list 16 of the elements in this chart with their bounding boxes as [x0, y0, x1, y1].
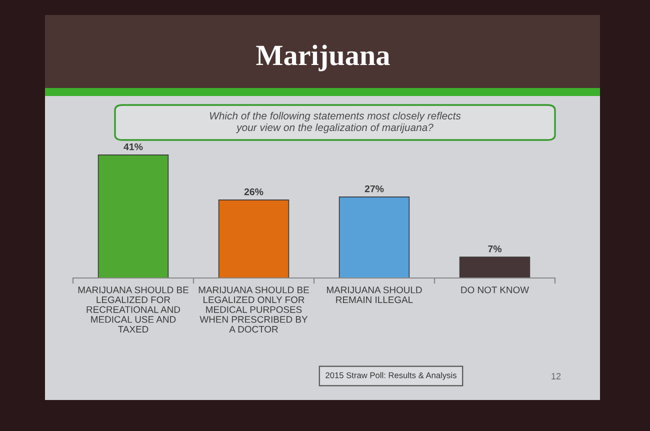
data-label: 27% [364, 185, 384, 192]
x-tick-label: MARIJUANA SHOULD REMAIN ILLEGAL [327, 286, 422, 304]
x-tick-label: DO NOT KNOW [461, 286, 529, 294]
text: 2015 Straw Poll: Results & Analysis [326, 372, 456, 380]
data-label: 7% [488, 245, 502, 252]
x-tick-label: MARIJUANA SHOULD BE LEGALIZED ONLY FOR MEDICAL PURPOSES WHEN PRESCRIBED BY A DOCTOR [198, 286, 309, 333]
x-tick-label: MARIJUANA SHOULD BE LEGALIZED FOR RECREATIONAL AND MEDICAL USE AND TAXED [78, 286, 188, 332]
data-label: 26% [244, 188, 264, 196]
bar [98, 154, 169, 278]
text: 12 [552, 373, 561, 380]
chart-subtitle: Which of the following statements most closely reflects your view on the legalization of marijuana? [210, 112, 461, 134]
bar [338, 196, 410, 278]
bar [459, 256, 530, 278]
chart-title: Marijuana [256, 44, 390, 72]
data-label: 41% [124, 143, 143, 150]
bar [218, 200, 290, 278]
